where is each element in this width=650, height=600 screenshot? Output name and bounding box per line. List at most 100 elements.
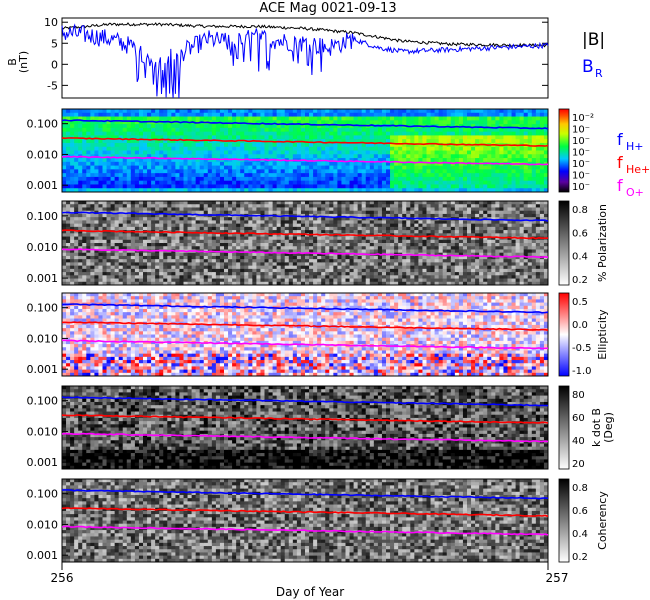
heatmap-cell xyxy=(98,249,103,254)
heatmap-cell xyxy=(398,281,403,286)
heatmap-cell xyxy=(86,180,91,185)
heatmap-cell xyxy=(240,204,245,208)
heatmap-cell xyxy=(454,116,460,121)
heatmap-cell xyxy=(325,217,330,221)
heatmap-cell xyxy=(199,220,205,225)
heatmap-cell xyxy=(390,173,395,178)
heatmap-cell xyxy=(260,281,265,286)
heatmap-cell xyxy=(102,207,107,212)
heatmap-cell xyxy=(300,176,306,182)
heatmap-cell xyxy=(454,184,460,189)
heatmap-cell xyxy=(329,120,334,125)
heatmap-cell xyxy=(199,281,205,286)
heatmap-cell xyxy=(78,262,83,267)
heatmap-cell xyxy=(329,124,334,129)
heatmap-cell xyxy=(446,135,452,140)
heatmap-cell xyxy=(256,109,261,114)
heatmap-cell xyxy=(82,259,87,263)
heatmap-cell xyxy=(134,158,140,163)
heatmap-cell xyxy=(373,154,379,159)
heatmap-cell xyxy=(110,127,116,133)
heatmap-cell xyxy=(309,131,314,136)
heatmap-cell xyxy=(94,213,99,218)
heatmap-cell xyxy=(333,201,338,205)
heatmap-cell xyxy=(232,210,237,215)
heatmap-cell xyxy=(240,135,245,140)
heatmap-cell xyxy=(292,220,298,225)
heatmap-cell xyxy=(321,278,326,283)
heatmap-cell xyxy=(491,169,496,174)
heatmap-cell xyxy=(487,154,492,159)
heatmap-cell xyxy=(106,188,111,193)
heatmap-cell xyxy=(66,255,71,260)
heatmap-cell xyxy=(317,131,322,136)
heatmap-cell xyxy=(365,158,371,163)
heatmap-cell xyxy=(434,154,440,159)
heatmap-cell xyxy=(341,124,346,129)
heatmap-cell xyxy=(159,246,164,250)
heatmap-cell xyxy=(483,180,488,185)
heatmap-cell xyxy=(199,243,205,247)
heatmap-cell xyxy=(98,239,103,244)
heatmap-cell xyxy=(543,124,549,129)
heatmap-cell xyxy=(357,176,363,182)
heatmap-cell xyxy=(134,246,140,250)
heatmap-cell xyxy=(232,255,237,260)
heatmap-cell xyxy=(70,265,75,270)
heatmap-cell xyxy=(483,112,488,117)
heatmap-cell xyxy=(98,252,103,257)
heatmap-cell xyxy=(240,255,245,260)
heatmap-cell xyxy=(70,207,75,212)
heatmap-cell xyxy=(155,173,160,178)
heatmap-cell xyxy=(406,207,411,212)
heatmap-cell xyxy=(361,265,367,270)
heatmap-cell xyxy=(163,169,168,174)
heatmap-cell xyxy=(450,146,456,151)
heatmap-cell xyxy=(365,213,371,218)
heatmap-cell xyxy=(471,158,476,163)
heatmap-cell xyxy=(244,176,249,182)
heatmap-cell xyxy=(62,272,67,276)
heatmap-cell xyxy=(309,259,314,263)
heatmap-cell xyxy=(487,109,492,114)
heatmap-cell xyxy=(66,226,71,231)
heatmap-cell xyxy=(292,112,298,117)
heatmap-cell xyxy=(381,188,387,193)
heatmap-cell xyxy=(288,204,294,208)
heatmap-cell xyxy=(110,131,116,136)
heatmap-cell xyxy=(94,173,99,178)
heatmap-cell xyxy=(90,124,95,129)
heatmap-cell xyxy=(406,246,411,250)
heatmap-cell xyxy=(313,243,318,247)
heatmap-cell xyxy=(349,281,354,286)
heatmap-cell xyxy=(272,120,278,125)
heatmap-cell xyxy=(187,139,192,144)
heatmap-cell xyxy=(62,259,67,263)
heatmap-cell xyxy=(215,146,221,151)
heatmap-cell xyxy=(70,184,75,189)
heatmap-cell xyxy=(519,124,525,129)
heatmap-cell xyxy=(296,169,302,174)
heatmap-cell xyxy=(381,223,387,228)
heatmap-cell xyxy=(402,188,407,193)
heatmap-cell xyxy=(357,230,363,234)
heatmap-cell xyxy=(183,146,188,151)
heatmap-cell xyxy=(369,161,375,166)
heatmap-cell xyxy=(361,146,367,151)
heatmap-cell xyxy=(305,243,310,247)
heatmap-cell xyxy=(268,109,273,114)
heatmap-cell xyxy=(94,246,99,250)
heatmap-cell xyxy=(224,124,229,129)
heatmap-cell xyxy=(284,210,290,215)
heatmap-cell xyxy=(106,262,111,267)
heatmap-cell xyxy=(373,249,379,254)
heatmap-cell xyxy=(256,180,261,185)
heatmap-cell xyxy=(236,217,241,221)
heatmap-cell xyxy=(292,124,298,129)
heatmap-cell xyxy=(296,236,302,241)
heatmap-cell xyxy=(98,112,103,117)
heatmap-cell xyxy=(244,278,249,283)
heatmap-cell xyxy=(98,281,103,286)
heatmap-cell xyxy=(284,150,290,155)
heatmap-cell xyxy=(70,252,75,257)
